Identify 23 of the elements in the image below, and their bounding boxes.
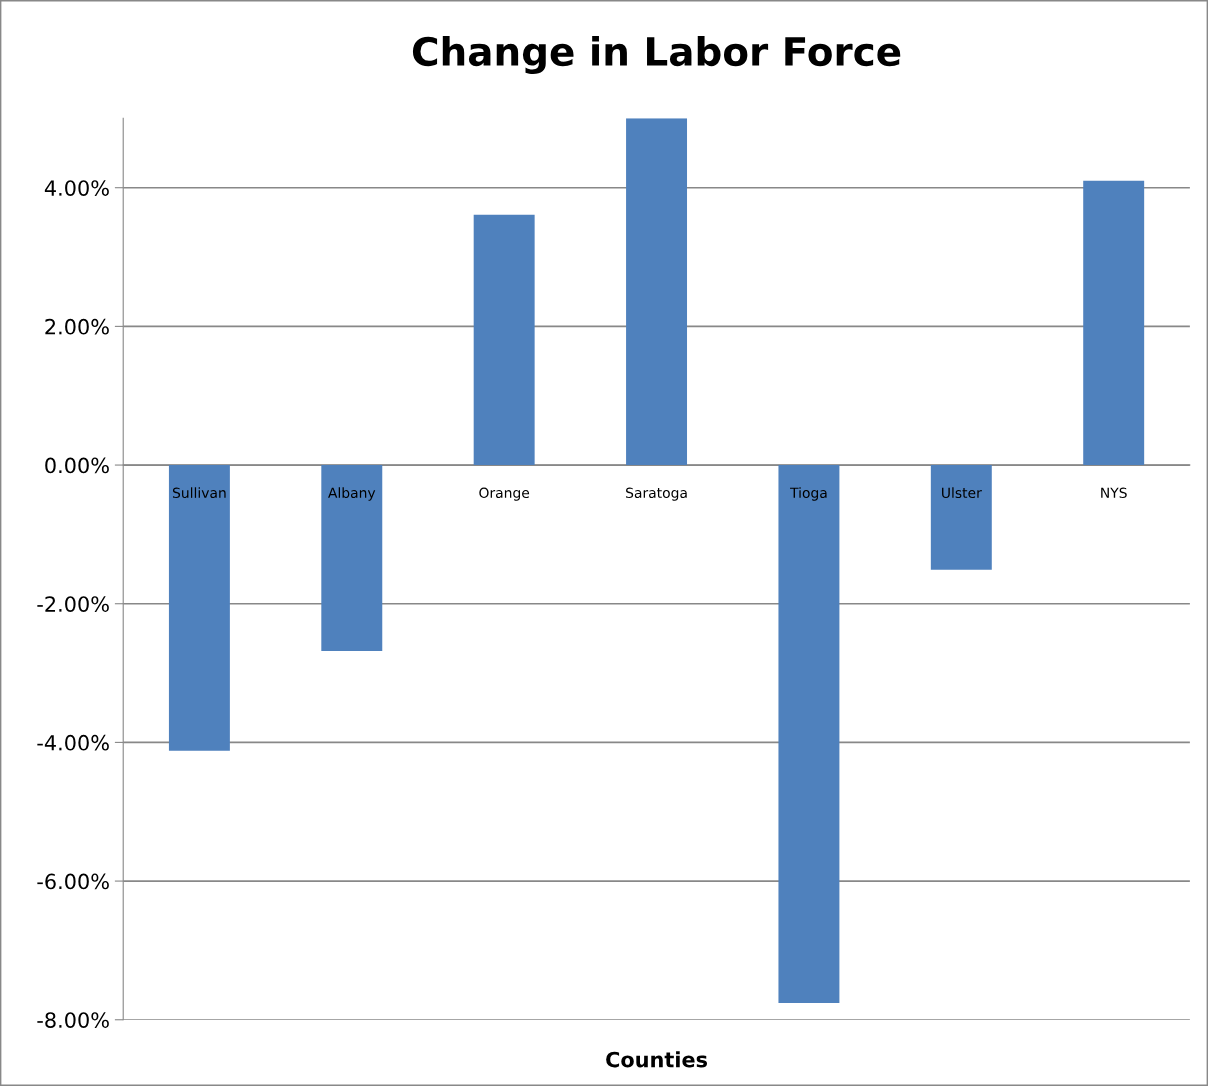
x-tick-label: Albany: [328, 487, 376, 501]
bar: [1083, 180, 1145, 466]
bar: [778, 465, 840, 1004]
y-tick-label: 2.00%: [45, 318, 109, 335]
x-tick-label: Orange: [479, 487, 530, 501]
y-tick-label: 0.00%: [45, 457, 109, 474]
y-tick-label: -4.00%: [37, 734, 109, 751]
x-tick-label: Sullivan: [172, 487, 226, 499]
x-tick-label: Saratoga: [626, 487, 687, 501]
y-tick-label: -6.00%: [37, 873, 109, 890]
bar: [168, 465, 230, 751]
x-tick-label: NYS: [1101, 487, 1127, 499]
bar: [626, 118, 688, 466]
y-tick-label: 4.00%: [44, 180, 109, 196]
chart-title: Change in Labor Force: [412, 36, 901, 74]
bar: [473, 214, 535, 466]
bar: [930, 465, 992, 570]
y-tick-label: -2.00%: [37, 596, 109, 612]
y-tick-label: -8.00%: [37, 1012, 109, 1028]
x-tick-label: Tioga: [790, 487, 827, 501]
x-tick-label: Ulster: [942, 487, 982, 499]
x-axis-title: Counties: [606, 1051, 708, 1068]
bar: [321, 465, 383, 651]
